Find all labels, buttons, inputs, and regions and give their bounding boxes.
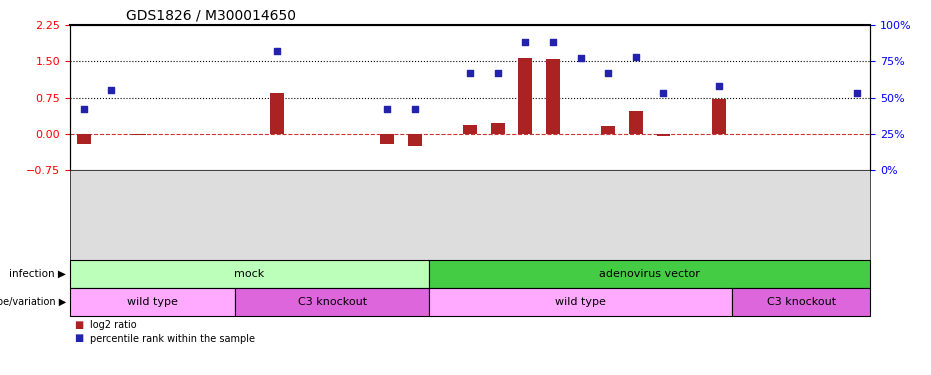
Text: infection ▶: infection ▶ <box>9 269 66 279</box>
Point <box>656 90 671 96</box>
Point <box>76 106 91 112</box>
Point <box>849 90 864 96</box>
Point <box>463 70 478 76</box>
Text: wild type: wild type <box>555 297 606 307</box>
Point <box>408 106 423 112</box>
Text: wild type: wild type <box>128 297 178 307</box>
Text: ■: ■ <box>74 333 84 344</box>
Bar <box>629 111 642 134</box>
Point <box>491 70 506 76</box>
Bar <box>656 134 670 136</box>
Point <box>380 106 395 112</box>
Text: C3 knockout: C3 knockout <box>767 297 836 307</box>
Text: mock: mock <box>235 269 264 279</box>
Bar <box>381 134 394 144</box>
Bar <box>601 126 615 134</box>
Bar <box>711 99 725 134</box>
Point <box>546 39 560 45</box>
Point <box>628 54 643 60</box>
Text: ■: ■ <box>74 320 84 330</box>
Point <box>103 87 118 93</box>
Text: percentile rank within the sample: percentile rank within the sample <box>90 333 255 344</box>
Bar <box>546 59 560 134</box>
Bar <box>270 93 284 134</box>
Bar <box>76 134 90 144</box>
Point <box>518 39 533 45</box>
Text: GDS1826 / M300014650: GDS1826 / M300014650 <box>126 9 296 22</box>
Point <box>600 70 615 76</box>
Text: adenovirus vector: adenovirus vector <box>600 269 700 279</box>
Text: log2 ratio: log2 ratio <box>90 320 137 330</box>
Point <box>711 83 726 89</box>
Bar <box>519 58 533 134</box>
Point <box>269 48 284 54</box>
Bar <box>132 134 146 135</box>
Text: C3 knockout: C3 knockout <box>298 297 367 307</box>
Point <box>573 56 588 62</box>
Bar <box>464 125 477 134</box>
Bar <box>408 134 422 146</box>
Text: genotype/variation ▶: genotype/variation ▶ <box>0 297 66 307</box>
Bar <box>491 123 505 134</box>
